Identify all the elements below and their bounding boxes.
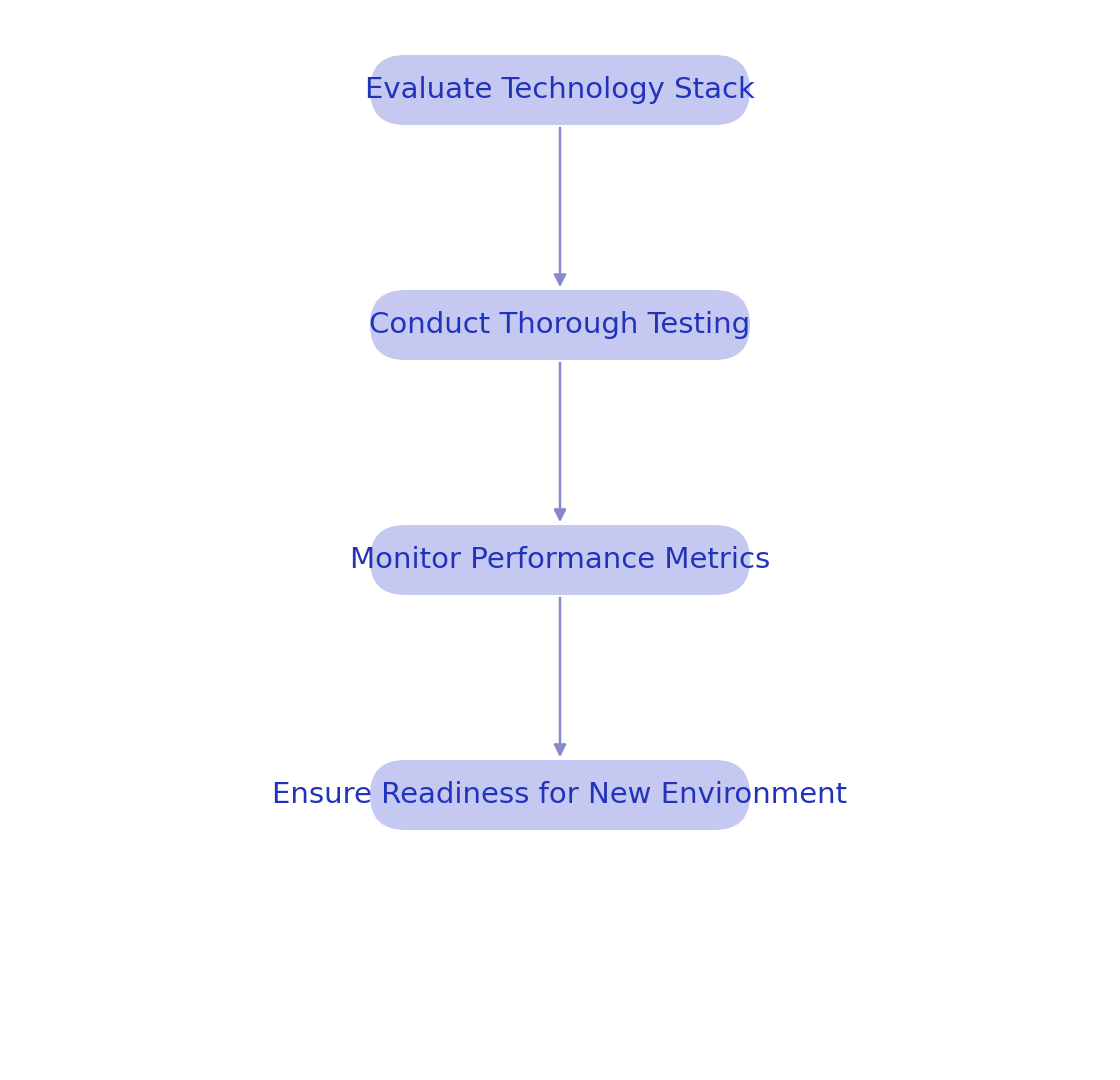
FancyBboxPatch shape: [370, 760, 750, 831]
Text: Conduct Thorough Testing: Conduct Thorough Testing: [370, 311, 750, 339]
FancyBboxPatch shape: [370, 291, 750, 360]
FancyBboxPatch shape: [370, 55, 750, 125]
Text: Monitor Performance Metrics: Monitor Performance Metrics: [349, 546, 771, 573]
FancyBboxPatch shape: [370, 525, 750, 595]
Text: Evaluate Technology Stack: Evaluate Technology Stack: [365, 76, 755, 104]
Text: Ensure Readiness for New Environment: Ensure Readiness for New Environment: [272, 781, 848, 809]
